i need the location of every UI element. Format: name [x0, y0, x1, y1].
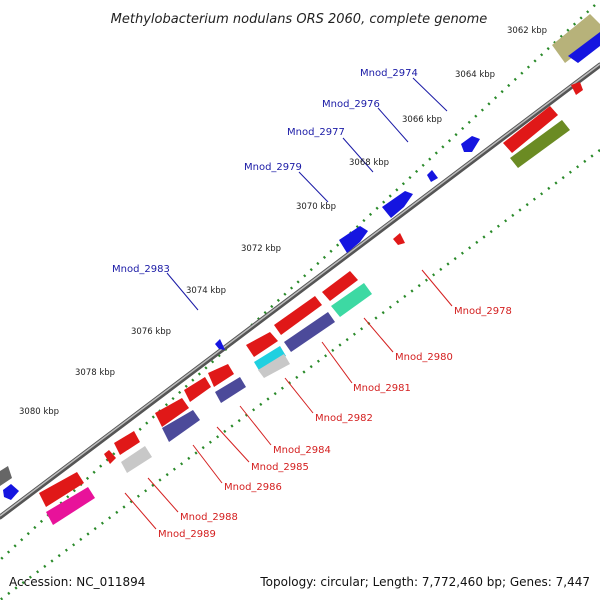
gene-box — [162, 410, 200, 442]
reverse-gene-labels: Mnod_2978 Mnod_2980 Mnod_2981 Mnod_2982 … — [158, 306, 512, 540]
gene-label[interactable]: Mnod_2988 — [180, 512, 238, 523]
gene-label[interactable]: Mnod_2974 — [360, 68, 418, 79]
gene-label[interactable]: Mnod_2983 — [112, 264, 170, 275]
gene-arrow — [339, 226, 368, 253]
gene-box — [184, 377, 211, 402]
gene-box — [0, 466, 12, 486]
gene-box — [510, 120, 570, 168]
tick-label: 3070 kbp — [296, 202, 336, 212]
gene-arrow — [215, 339, 225, 350]
gene-label[interactable]: Mnod_2981 — [353, 383, 411, 394]
gene-box — [503, 106, 558, 153]
gene-label[interactable]: Mnod_2976 — [322, 99, 380, 110]
gene-label[interactable]: Mnod_2978 — [454, 306, 512, 317]
tick-label: 3064 kbp — [455, 70, 495, 80]
gene-label[interactable]: Mnod_2986 — [224, 482, 282, 493]
gene-box — [208, 364, 234, 387]
gene-box — [552, 14, 600, 63]
tick-label: 3078 kbp — [75, 368, 115, 378]
gene-box — [39, 472, 84, 507]
gene-arrow — [104, 450, 116, 464]
reverse-genes — [39, 106, 570, 525]
gene-arrow — [571, 82, 583, 95]
tick-label: 3062 kbp — [507, 26, 547, 36]
genome-title: Methylobacterium nodulans ORS 2060, comp… — [111, 12, 488, 27]
gene-label[interactable]: Mnod_2982 — [315, 413, 373, 424]
gene-box — [46, 487, 95, 525]
gene-box — [254, 346, 286, 372]
tick-label: 3076 kbp — [131, 327, 171, 337]
kbp-ticks: 3062 kbp 3064 kbp 3066 kbp 3068 kbp 3070… — [19, 26, 547, 417]
gene-label[interactable]: Mnod_2979 — [244, 162, 302, 173]
tick-label: 3080 kbp — [19, 407, 59, 417]
gene-box — [114, 431, 140, 455]
gene-arrow — [3, 484, 19, 500]
genome-summary: Topology: circular; Length: 7,772,460 bp… — [259, 575, 590, 589]
genome-backbone — [0, 62, 600, 520]
tick-label: 3068 kbp — [349, 158, 389, 168]
gene-box — [331, 283, 372, 317]
accession-label: Accession: NC_011894 — [9, 575, 145, 589]
gene-box — [258, 354, 290, 378]
gene-label[interactable]: Mnod_2984 — [273, 445, 331, 456]
gene-box — [246, 332, 278, 357]
gene-label[interactable]: Mnod_2977 — [287, 127, 345, 138]
tick-label: 3066 kbp — [402, 115, 442, 125]
gene-box — [215, 377, 246, 403]
gene-box — [155, 398, 189, 427]
gene-box — [121, 446, 152, 473]
gene-box — [284, 312, 335, 352]
gene-arrow — [382, 191, 413, 218]
gene-label[interactable]: Mnod_2985 — [251, 462, 309, 473]
gene-arrow — [427, 170, 438, 182]
gene-label[interactable]: Mnod_2989 — [158, 529, 216, 540]
forward-gene-labels: Mnod_2974 Mnod_2976 Mnod_2977 Mnod_2979 … — [112, 68, 418, 275]
gene-box — [322, 271, 358, 301]
gene-box — [274, 296, 322, 335]
gene-box — [568, 32, 600, 63]
gene-label[interactable]: Mnod_2980 — [395, 352, 453, 363]
gene-arrow — [393, 233, 405, 245]
tick-label: 3072 kbp — [241, 244, 281, 254]
forward-genes — [0, 14, 600, 500]
gene-arrow — [461, 136, 480, 152]
outer-ring — [0, 4, 596, 561]
leader-lines — [124, 77, 453, 530]
tick-label: 3074 kbp — [186, 286, 226, 296]
